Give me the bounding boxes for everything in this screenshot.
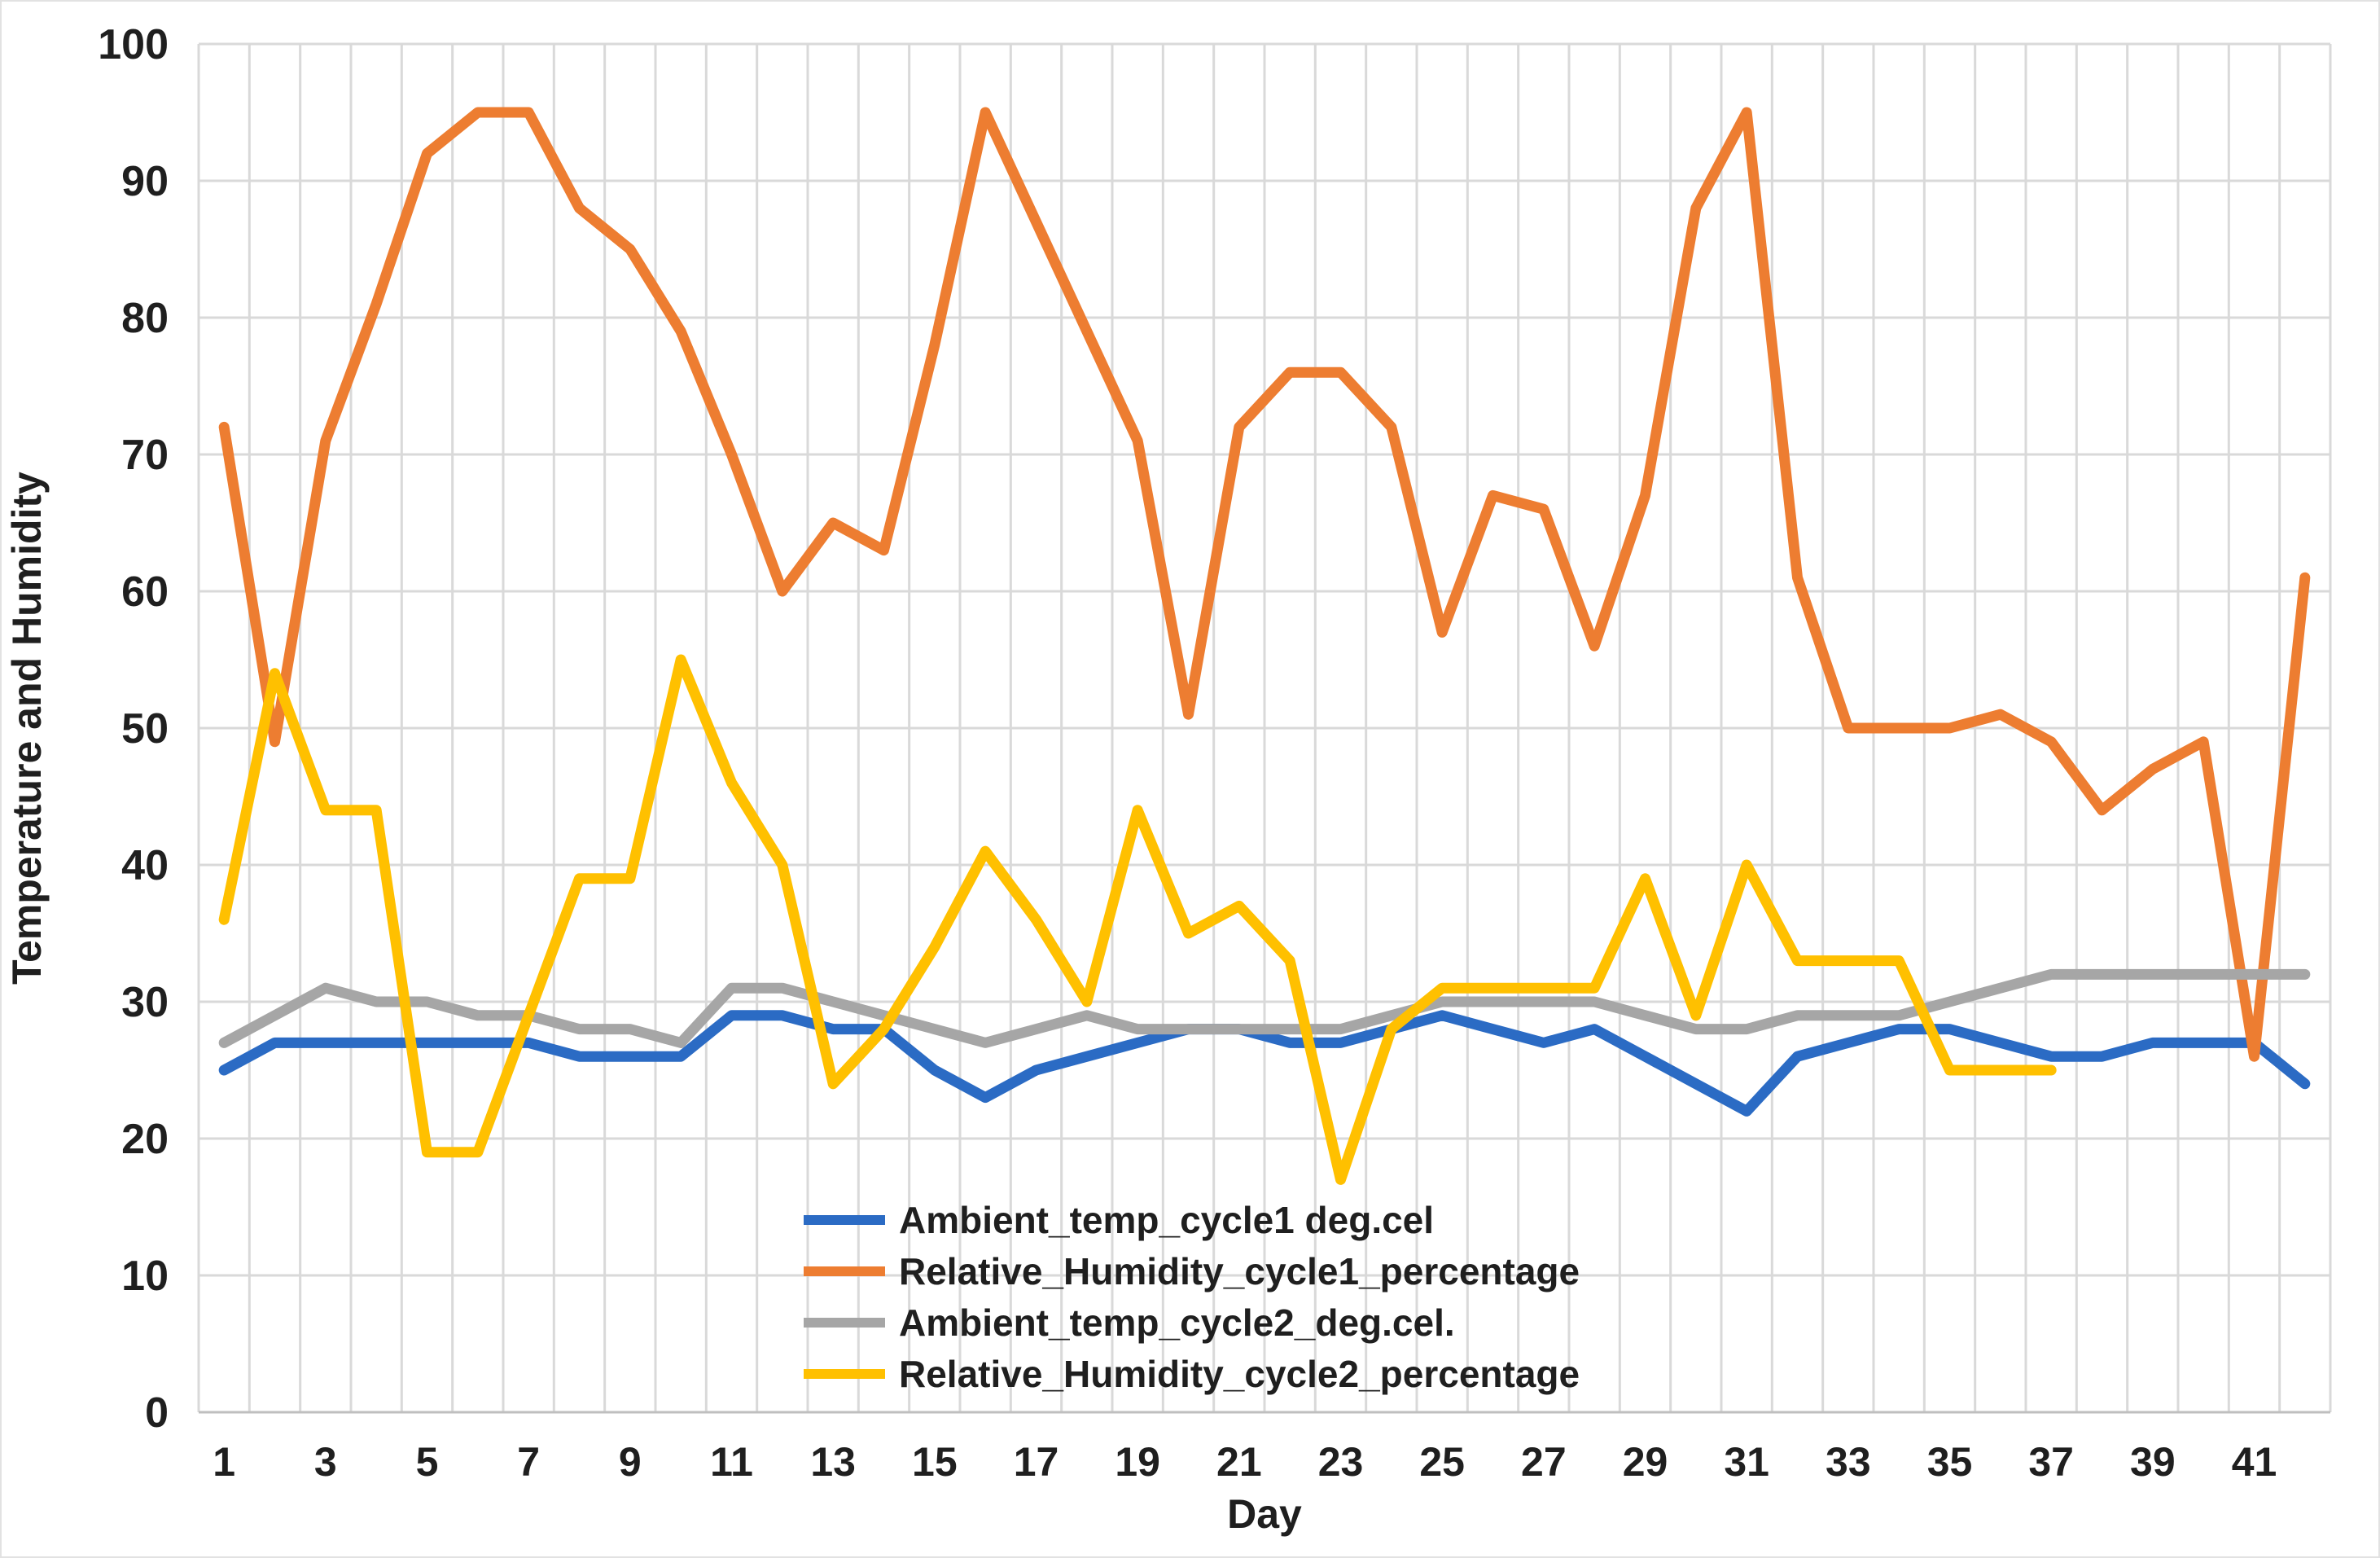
legend-label: Relative_Humidity_cycle2_percentage bbox=[899, 1353, 1580, 1395]
x-axis-tick-labels: 1 3 5 7 9 11 13 15 17 19 21 23 25 27 29 31 33 35 37 39 41 bbox=[213, 1439, 2277, 1485]
legend-item: Relative_Humidity_cycle1_percentage bbox=[804, 1250, 1580, 1292]
x-tick-label: 15 bbox=[912, 1439, 958, 1485]
y-axis-tick-labels: 0 10 20 30 40 50 60 70 80 90 100 bbox=[98, 21, 169, 1437]
y-tick-label: 40 bbox=[121, 842, 169, 889]
x-tick-label: 19 bbox=[1115, 1439, 1160, 1485]
x-tick-label: 35 bbox=[1927, 1439, 1973, 1485]
x-tick-label: 41 bbox=[2232, 1439, 2277, 1485]
x-tick-label: 37 bbox=[2028, 1439, 2074, 1485]
x-tick-label: 3 bbox=[314, 1439, 337, 1485]
legend-label: Ambient_temp_cycle2_deg.cel. bbox=[899, 1301, 1455, 1344]
y-tick-label: 90 bbox=[121, 158, 169, 205]
series-line-ambient-temp-cycle2-deg-cel- bbox=[218, 968, 2311, 1048]
x-tick-label: 31 bbox=[1724, 1439, 1769, 1485]
x-axis-title: Day bbox=[1227, 1491, 1302, 1537]
y-tick-label: 60 bbox=[121, 568, 169, 616]
y-tick-label: 50 bbox=[121, 705, 169, 753]
data-series-lines bbox=[218, 107, 2311, 1185]
gridlines bbox=[197, 42, 2332, 1414]
x-tick-label: 33 bbox=[1826, 1439, 1871, 1485]
y-tick-label: 0 bbox=[145, 1389, 169, 1437]
y-axis-title: Temperature and Humidity bbox=[4, 472, 50, 985]
legend: Ambient_temp_cycle1 deg.cel Relative_Humi… bbox=[804, 1199, 1580, 1395]
x-tick-label: 25 bbox=[1419, 1439, 1465, 1485]
legend-label: Ambient_temp_cycle1 deg.cel bbox=[899, 1199, 1434, 1241]
legend-item: Ambient_temp_cycle1 deg.cel bbox=[804, 1199, 1434, 1241]
y-tick-label: 30 bbox=[121, 979, 169, 1026]
series-line-relative-humidity-cycle1-percentage bbox=[218, 107, 2311, 1062]
x-tick-label: 39 bbox=[2130, 1439, 2176, 1485]
legend-item: Ambient_temp_cycle2_deg.cel. bbox=[804, 1301, 1455, 1344]
y-tick-label: 20 bbox=[121, 1116, 169, 1163]
x-tick-label: 5 bbox=[416, 1439, 439, 1485]
y-tick-label: 100 bbox=[98, 21, 169, 68]
x-tick-label: 17 bbox=[1014, 1439, 1059, 1485]
series-line-ambient-temp-cycle1-deg-cel bbox=[218, 1010, 2311, 1117]
x-tick-label: 1 bbox=[213, 1439, 235, 1485]
x-tick-label: 7 bbox=[517, 1439, 540, 1485]
x-tick-label: 29 bbox=[1623, 1439, 1668, 1485]
x-tick-label: 21 bbox=[1216, 1439, 1262, 1485]
x-tick-label: 23 bbox=[1318, 1439, 1364, 1485]
x-tick-label: 27 bbox=[1521, 1439, 1567, 1485]
y-tick-label: 70 bbox=[121, 432, 169, 479]
x-tick-label: 9 bbox=[619, 1439, 642, 1485]
y-tick-label: 80 bbox=[121, 295, 169, 342]
y-tick-label: 10 bbox=[121, 1253, 169, 1300]
x-tick-label: 13 bbox=[810, 1439, 856, 1485]
legend-label: Relative_Humidity_cycle1_percentage bbox=[899, 1250, 1580, 1292]
legend-item: Relative_Humidity_cycle2_percentage bbox=[804, 1353, 1580, 1395]
series-line-relative-humidity-cycle2-percentage bbox=[218, 654, 2057, 1185]
x-tick-label: 11 bbox=[710, 1439, 753, 1485]
